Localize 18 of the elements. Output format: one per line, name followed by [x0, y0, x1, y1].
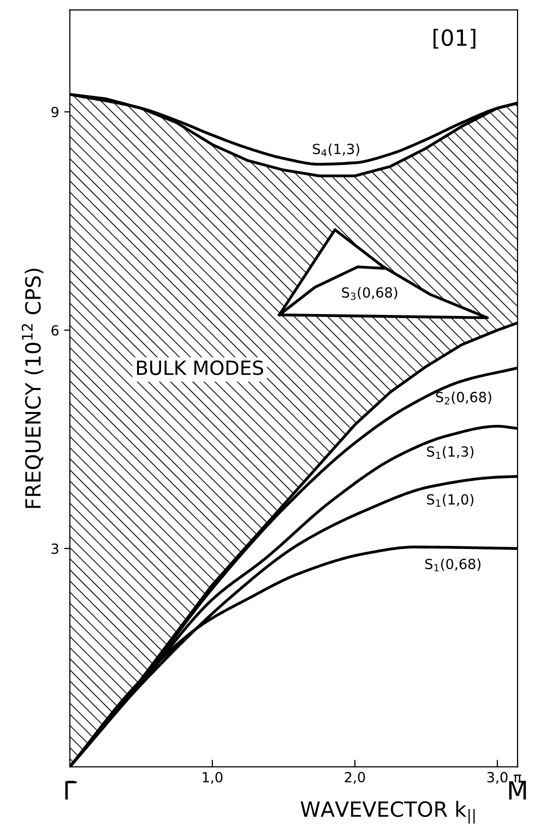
x-axis-title: WAVEVECTOR k$_{||}$ — [300, 800, 475, 824]
y-tick-label: 9 — [51, 106, 58, 118]
series-label: S$_{4}$(1,3) — [312, 143, 360, 156]
series-label: S$_{1}$(1,0) — [427, 494, 474, 507]
x-tick-label: 2,0 — [344, 772, 365, 784]
series-label: S$_{1}$(1,3) — [427, 446, 474, 459]
series-label: S$_{3}$(0,68) — [342, 286, 398, 300]
series-label: S$_{1}$(0,68) — [425, 558, 480, 572]
series-label: S$_{2}$(0,68) — [436, 392, 492, 404]
y-tick-label: 3 — [52, 543, 58, 554]
text: Γ̄ — [65, 780, 77, 800]
text: M̄ — [509, 780, 526, 800]
x-tick-label: 3,0 — [487, 772, 508, 784]
y-tick-label: 6 — [52, 325, 59, 336]
annotation: [01] — [434, 28, 476, 49]
x-tick-label: 1,0 — [202, 772, 222, 784]
y-axis-title: FREQUENCY (10$^{12}$ CPS) — [22, 268, 44, 508]
annotation: BULK MODES — [137, 360, 264, 376]
